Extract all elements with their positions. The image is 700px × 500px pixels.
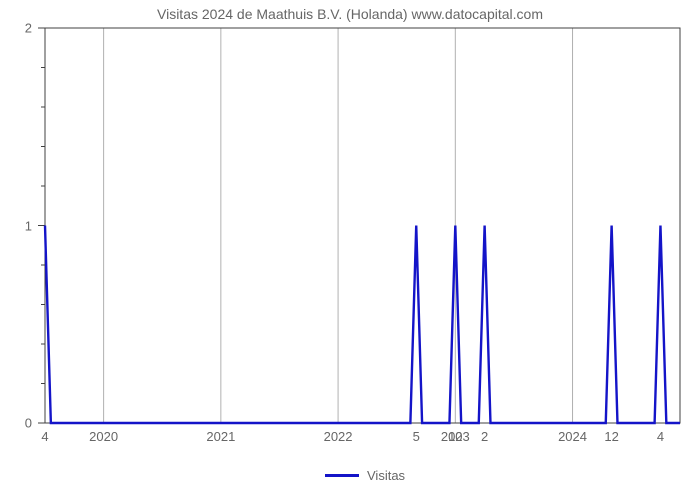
point-value-label: 4: [657, 429, 664, 444]
chart-title: Visitas 2024 de Maathuis B.V. (Holanda) …: [0, 6, 700, 22]
point-value-label: 5: [413, 429, 420, 444]
y-tick-label: 0: [25, 416, 32, 431]
y-tick-label: 2: [25, 21, 32, 36]
point-value-label: 10: [448, 429, 462, 444]
series-line: [45, 226, 680, 424]
y-tick-label: 1: [25, 218, 32, 233]
legend-label: Visitas: [367, 468, 405, 483]
legend: Visitas: [325, 468, 405, 483]
point-value-label: 2: [481, 429, 488, 444]
chart-svg: [45, 28, 680, 423]
plot-area: [45, 28, 680, 423]
x-tick-label: 2021: [206, 429, 235, 444]
point-value-label: 12: [604, 429, 618, 444]
point-value-label: 4: [41, 429, 48, 444]
x-tick-label: 2024: [558, 429, 587, 444]
x-tick-label: 2022: [324, 429, 353, 444]
legend-swatch: [325, 474, 359, 477]
x-tick-label: 2020: [89, 429, 118, 444]
